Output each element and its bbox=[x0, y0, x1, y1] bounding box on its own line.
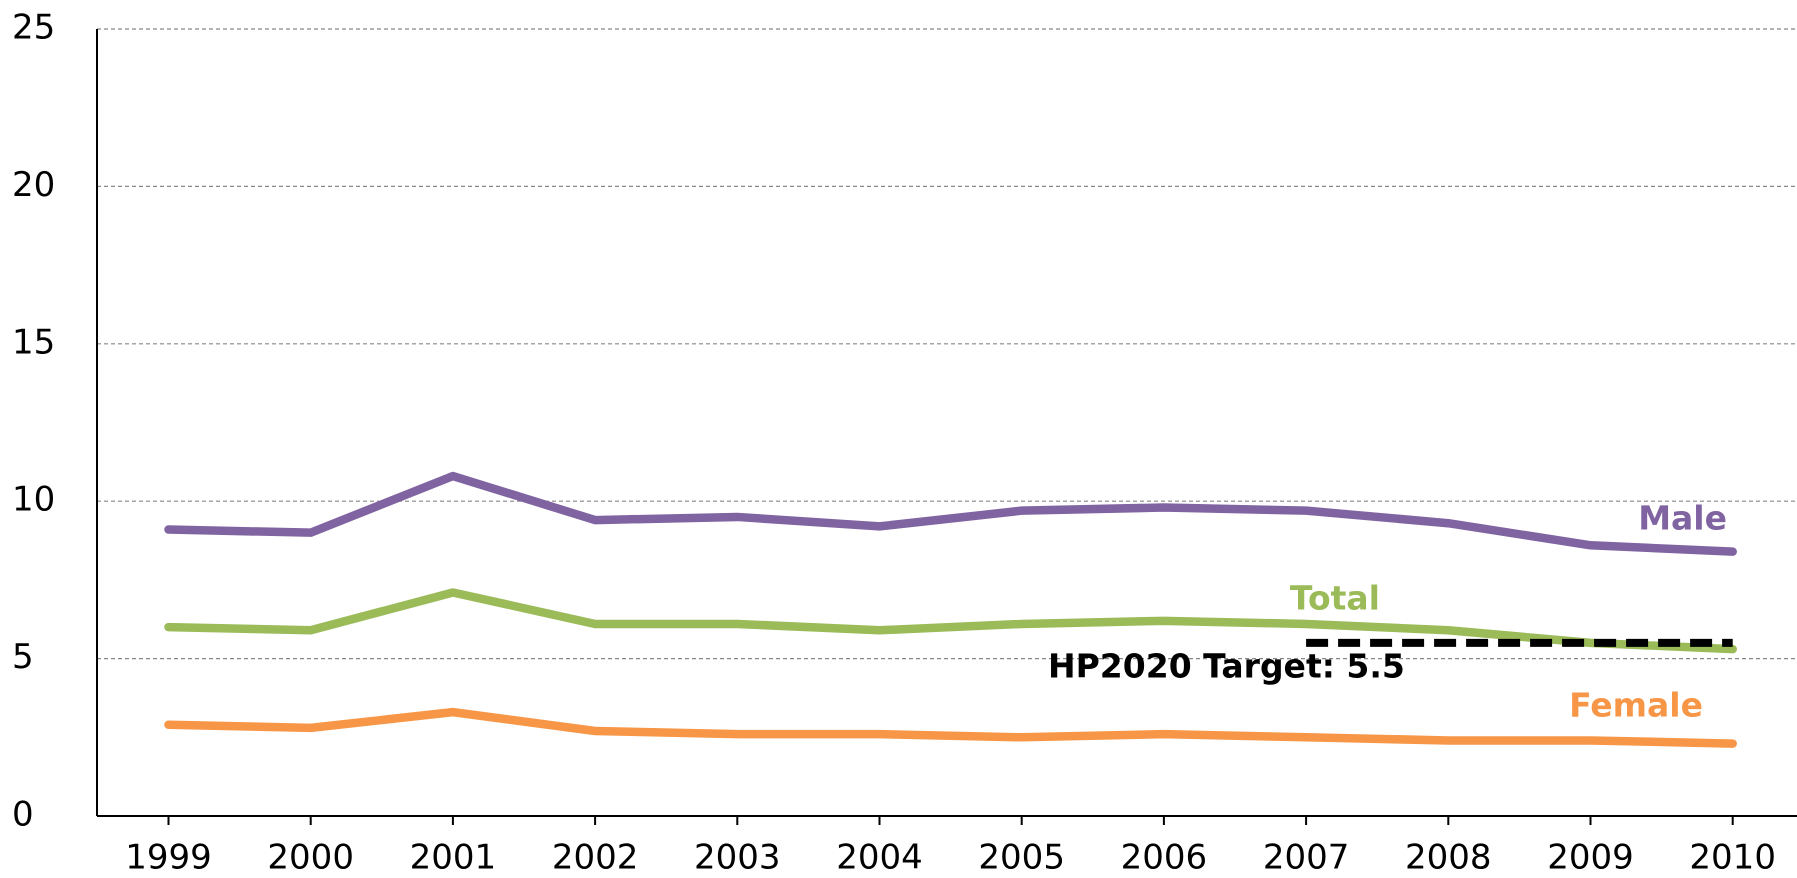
x-tick-label: 2005 bbox=[978, 838, 1065, 878]
y-tick-label: 20 bbox=[12, 165, 55, 205]
x-tick-label: 2008 bbox=[1405, 838, 1492, 878]
x-tick-label: 1999 bbox=[125, 838, 212, 878]
x-tick-label: 2006 bbox=[1121, 838, 1208, 878]
x-tick-label: 2002 bbox=[552, 838, 639, 878]
series-label: Female bbox=[1569, 686, 1703, 725]
x-tick-label: 2010 bbox=[1689, 838, 1776, 878]
x-tick-label: 2000 bbox=[267, 838, 354, 878]
series-line bbox=[164, 588, 1737, 654]
y-tick-label: 10 bbox=[12, 480, 55, 520]
y-tick-label: 25 bbox=[12, 8, 55, 48]
series-label: HP2020 Target: 5.5 bbox=[1048, 647, 1405, 686]
series-label: Total bbox=[1290, 579, 1380, 618]
y-tick-label: 5 bbox=[12, 637, 34, 677]
x-tick-label: 2003 bbox=[694, 838, 781, 878]
y-tick-label: 0 bbox=[12, 795, 34, 835]
series-line bbox=[164, 707, 1737, 748]
x-tick-label: 2009 bbox=[1547, 838, 1634, 878]
y-tick-label: 15 bbox=[12, 322, 55, 362]
series-line bbox=[164, 471, 1737, 556]
x-tick-label: 2001 bbox=[410, 838, 497, 878]
x-tick-label: 2004 bbox=[836, 838, 923, 878]
x-tick-label: 2007 bbox=[1263, 838, 1350, 878]
series-label: Male bbox=[1638, 499, 1727, 538]
